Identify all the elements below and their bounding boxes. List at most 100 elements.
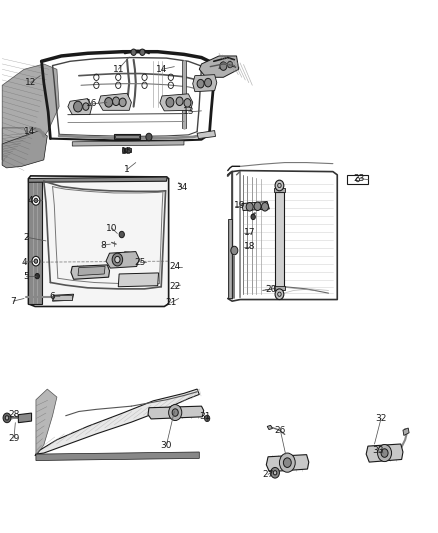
Text: 4: 4 xyxy=(28,196,33,205)
Polygon shape xyxy=(28,176,169,306)
Circle shape xyxy=(83,103,89,110)
Text: 28: 28 xyxy=(8,410,20,419)
Circle shape xyxy=(220,62,227,70)
Text: 16: 16 xyxy=(86,100,98,108)
Circle shape xyxy=(32,196,40,205)
Polygon shape xyxy=(72,141,184,146)
Circle shape xyxy=(105,98,113,107)
Circle shape xyxy=(261,203,268,211)
Polygon shape xyxy=(148,406,204,419)
Circle shape xyxy=(231,246,238,255)
Text: 30: 30 xyxy=(161,441,172,449)
Circle shape xyxy=(32,256,40,266)
Text: 20: 20 xyxy=(265,285,276,294)
Polygon shape xyxy=(53,294,74,301)
Text: 11: 11 xyxy=(113,65,124,74)
Text: 18: 18 xyxy=(244,243,255,251)
Circle shape xyxy=(271,467,279,478)
Circle shape xyxy=(3,413,11,423)
Text: 4: 4 xyxy=(21,258,27,266)
Text: 1: 1 xyxy=(124,165,130,174)
Circle shape xyxy=(197,79,204,88)
Polygon shape xyxy=(242,201,269,211)
Polygon shape xyxy=(53,295,72,300)
Polygon shape xyxy=(274,188,285,192)
Polygon shape xyxy=(182,61,186,128)
Circle shape xyxy=(184,99,191,107)
Circle shape xyxy=(172,409,178,416)
Circle shape xyxy=(205,78,212,87)
Text: 13: 13 xyxy=(183,108,194,116)
Circle shape xyxy=(131,49,136,55)
Polygon shape xyxy=(28,177,167,182)
Polygon shape xyxy=(99,93,131,110)
Circle shape xyxy=(381,449,388,457)
Text: 34: 34 xyxy=(176,183,187,192)
Text: 21: 21 xyxy=(165,298,177,307)
Text: 32: 32 xyxy=(375,414,387,423)
Circle shape xyxy=(279,453,295,472)
Text: 31: 31 xyxy=(199,413,211,421)
Polygon shape xyxy=(197,131,215,139)
Text: 5: 5 xyxy=(23,272,29,280)
Text: 29: 29 xyxy=(8,434,20,442)
Circle shape xyxy=(378,445,392,462)
Text: 22: 22 xyxy=(170,282,181,290)
Circle shape xyxy=(246,203,253,211)
Circle shape xyxy=(119,231,124,238)
Circle shape xyxy=(283,458,291,467)
Text: 26: 26 xyxy=(275,426,286,434)
Circle shape xyxy=(119,98,126,107)
Text: 25: 25 xyxy=(134,258,146,266)
Polygon shape xyxy=(2,128,33,163)
Circle shape xyxy=(112,253,123,266)
Circle shape xyxy=(166,98,174,107)
Polygon shape xyxy=(68,99,92,115)
Text: 14: 14 xyxy=(156,65,168,74)
Circle shape xyxy=(124,148,128,152)
Polygon shape xyxy=(274,286,285,290)
Circle shape xyxy=(5,416,9,420)
Text: 14: 14 xyxy=(24,127,35,135)
Text: 33: 33 xyxy=(372,446,383,455)
Bar xyxy=(347,175,368,184)
Polygon shape xyxy=(35,389,199,456)
Circle shape xyxy=(275,289,284,300)
Text: 7: 7 xyxy=(10,297,16,305)
Text: 24: 24 xyxy=(170,262,181,271)
Polygon shape xyxy=(106,252,139,268)
Circle shape xyxy=(273,471,277,475)
Polygon shape xyxy=(160,94,193,111)
Circle shape xyxy=(254,202,261,211)
Circle shape xyxy=(113,97,120,106)
Text: 17: 17 xyxy=(244,229,255,237)
Text: 8: 8 xyxy=(100,241,106,249)
Circle shape xyxy=(34,198,38,203)
Polygon shape xyxy=(199,56,239,77)
Polygon shape xyxy=(36,452,199,461)
Polygon shape xyxy=(114,134,140,139)
Circle shape xyxy=(205,415,210,422)
Text: 12: 12 xyxy=(25,78,36,87)
Circle shape xyxy=(34,259,38,263)
Polygon shape xyxy=(2,131,47,168)
Polygon shape xyxy=(78,266,105,276)
Circle shape xyxy=(140,49,145,55)
Bar xyxy=(115,135,139,138)
Polygon shape xyxy=(267,425,272,430)
Text: 23: 23 xyxy=(353,174,365,183)
Polygon shape xyxy=(28,179,42,304)
Circle shape xyxy=(227,61,233,68)
Polygon shape xyxy=(122,148,131,152)
Polygon shape xyxy=(2,64,59,160)
Circle shape xyxy=(176,97,183,106)
Circle shape xyxy=(275,180,284,191)
Polygon shape xyxy=(366,444,403,462)
Polygon shape xyxy=(118,273,159,287)
Text: 2: 2 xyxy=(24,233,29,241)
Circle shape xyxy=(74,101,82,112)
Polygon shape xyxy=(403,428,409,435)
Polygon shape xyxy=(266,455,309,472)
Polygon shape xyxy=(18,413,32,423)
Circle shape xyxy=(35,273,39,279)
